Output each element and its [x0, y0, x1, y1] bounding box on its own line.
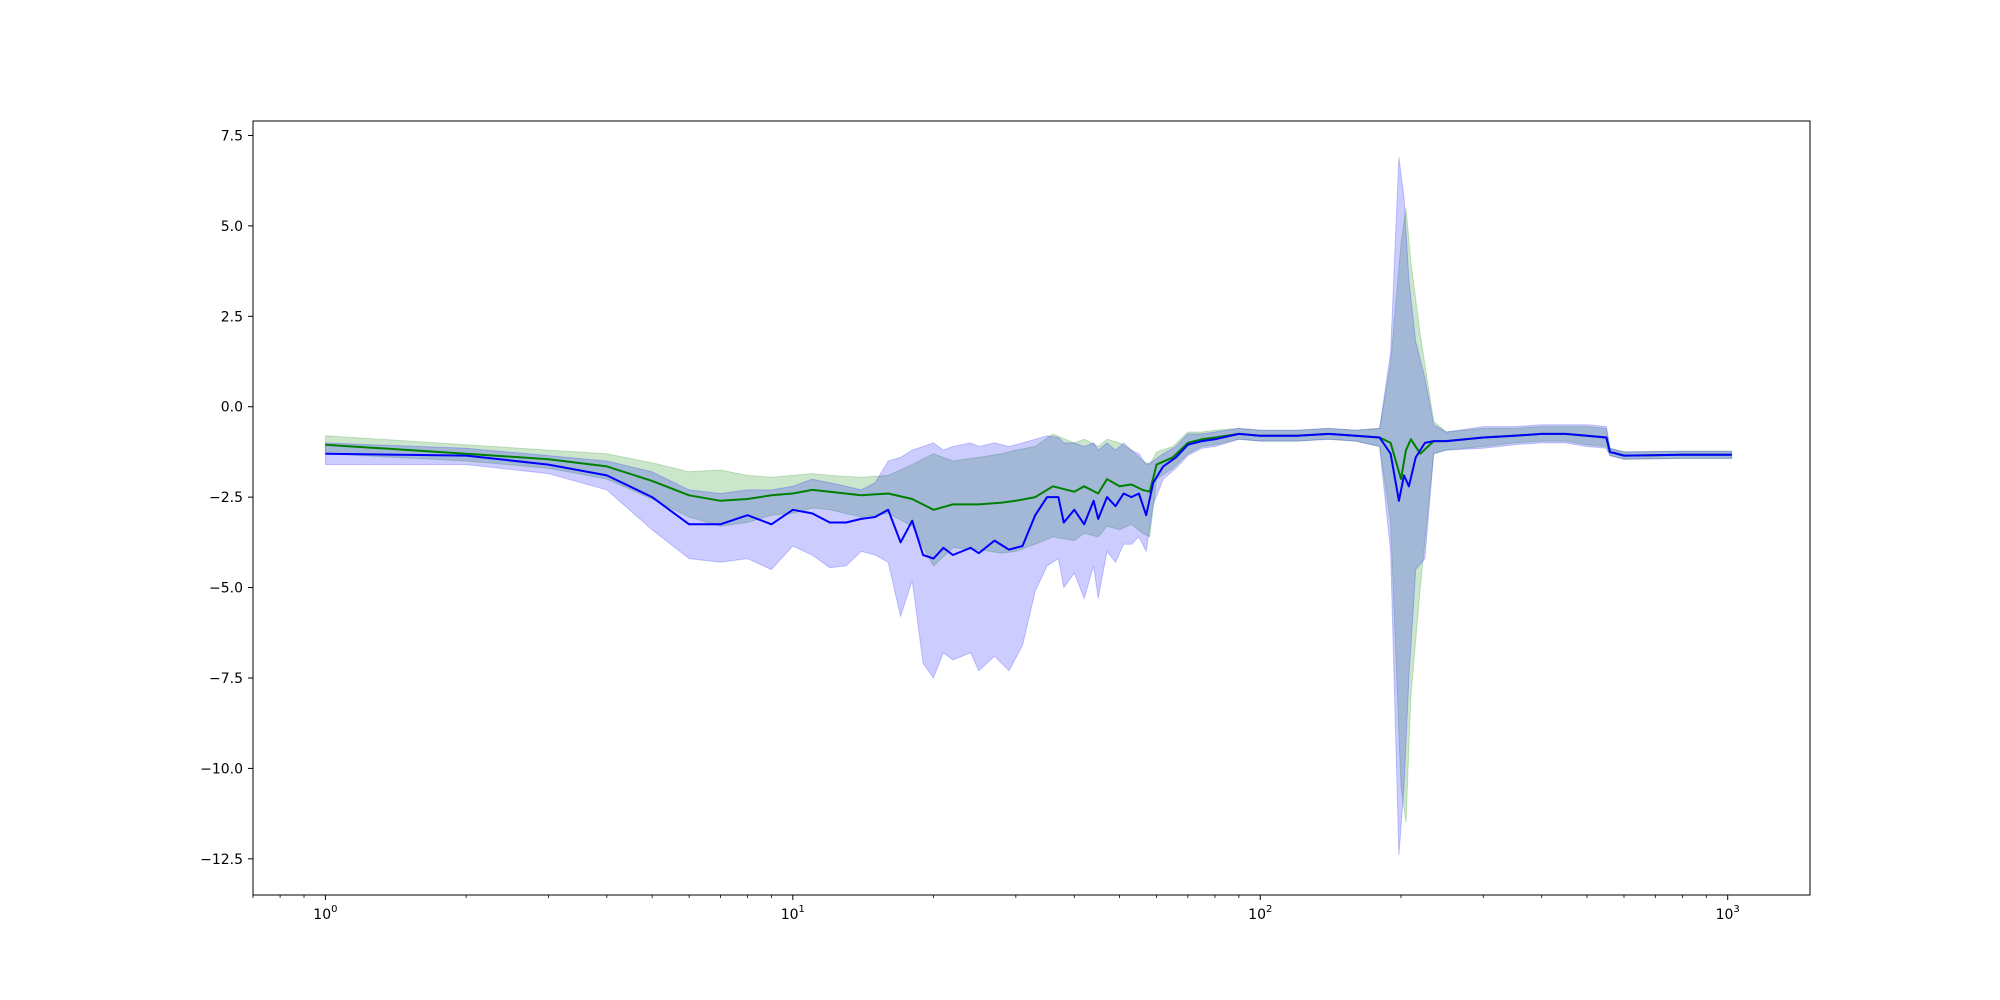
- x-tick-label: 102: [1248, 904, 1272, 923]
- plot-frame: [252, 120, 1811, 896]
- y-tick-label: −7.5: [209, 671, 243, 687]
- y-axis: 7.5 5.0 2.5 0.0 −2.5 −5.0 −7.5 −10.0 −12.5: [200, 128, 253, 868]
- confidence-bands: [324, 157, 1733, 856]
- y-tick-label: 7.5: [221, 128, 243, 144]
- y-tick-label: −2.5: [209, 490, 243, 506]
- series-lines: [325, 432, 1732, 560]
- y-tick-label: −5.0: [209, 581, 243, 597]
- series-2-band: [324, 157, 1733, 856]
- series-1-band: [324, 207, 1733, 823]
- x-axis: 100 101 102 103: [252, 895, 1740, 923]
- y-tick-label: −10.0: [200, 761, 243, 777]
- x-tick-label: 100: [313, 904, 337, 923]
- y-tick-label: 5.0: [221, 219, 243, 235]
- x-tick-label: 103: [1716, 904, 1740, 923]
- series-2-line: [325, 432, 1732, 560]
- y-tick-label: −12.5: [200, 852, 243, 868]
- y-tick-label: 2.5: [221, 309, 243, 325]
- x-tick-label: 101: [781, 904, 805, 923]
- y-tick-label: 0.0: [221, 400, 243, 416]
